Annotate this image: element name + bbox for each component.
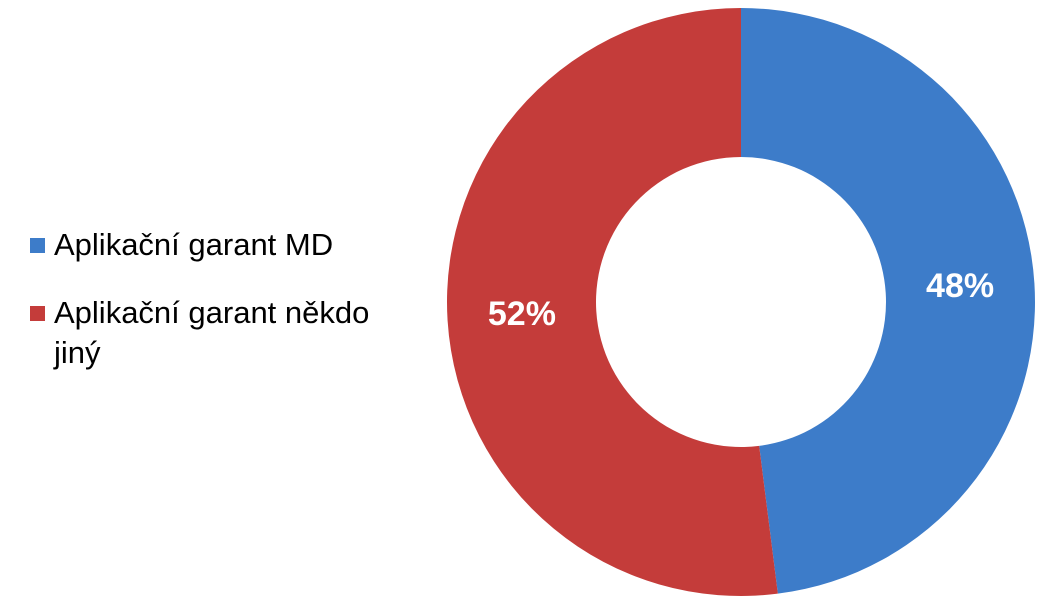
legend-label: Aplikační garant někdo jiný <box>54 295 370 370</box>
legend: Aplikační garant MD Aplikační garant někd… <box>30 225 380 401</box>
slice <box>447 8 778 596</box>
legend-label: Aplikační garant MD <box>54 227 334 262</box>
data-label: 48% <box>926 267 994 305</box>
data-label: 52% <box>488 295 556 333</box>
slice <box>741 8 1035 594</box>
legend-item: Aplikační garant MD <box>30 225 380 265</box>
legend-swatch <box>30 238 45 253</box>
legend-swatch <box>30 306 45 321</box>
legend-item: Aplikační garant někdo jiný <box>30 293 380 373</box>
